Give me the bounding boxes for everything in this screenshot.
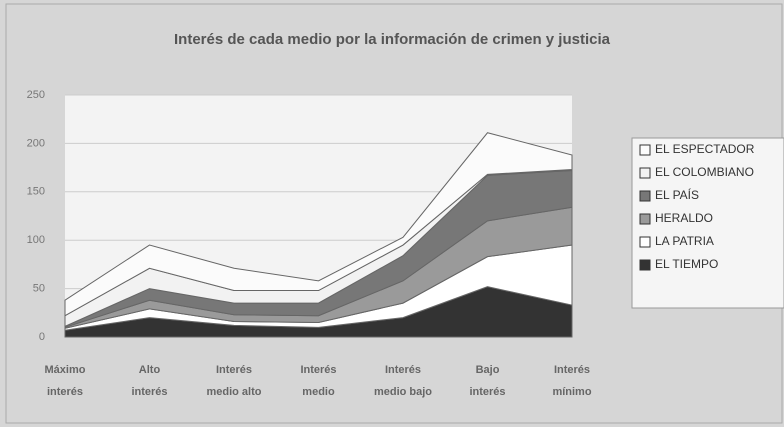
x-tick-label: medio alto [206,386,261,398]
x-tick-label: mínimo [552,386,591,398]
chart-title: Interés de cada medio por la información… [174,31,611,48]
legend-label: EL PAÍS [655,187,699,202]
x-tick-label: interés [131,386,167,398]
legend-label: EL COLOMBIANO [655,165,754,179]
x-tick-label: Alto [139,364,161,376]
x-tick-label: Interés [300,364,336,376]
x-tick-label: interés [47,386,83,398]
x-tick-label: medio bajo [374,386,432,398]
y-tick-label: 250 [27,89,45,101]
legend-swatch [639,236,651,248]
y-tick-label: 100 [27,234,45,246]
y-tick-label: 150 [27,186,45,198]
y-tick-label: 50 [33,283,45,295]
y-tick-label: 200 [27,137,45,149]
legend-swatch [639,259,651,271]
x-tick-label: medio [302,386,335,398]
legend-box [631,137,784,309]
x-tick-label: Máximo [45,364,86,376]
x-tick-label: interés [469,386,505,398]
area [64,132,573,317]
legend-label: EL ESPECTADOR [655,142,755,156]
legend-swatch [639,213,651,225]
legend-swatch [639,167,651,179]
y-tick-label: 0 [39,331,45,343]
x-tick-label: Interés [554,364,590,376]
x-tick-label: Bajo [476,364,500,376]
x-tick-label: Interés [216,364,252,376]
legend-label: LA PATRIA [655,234,714,248]
legend-label: EL TIEMPO [655,257,718,271]
legend-label: HERALDO [655,211,713,225]
x-tick-label: Interés [385,364,421,376]
legend-swatch [639,144,651,156]
legend-swatch [639,190,651,202]
